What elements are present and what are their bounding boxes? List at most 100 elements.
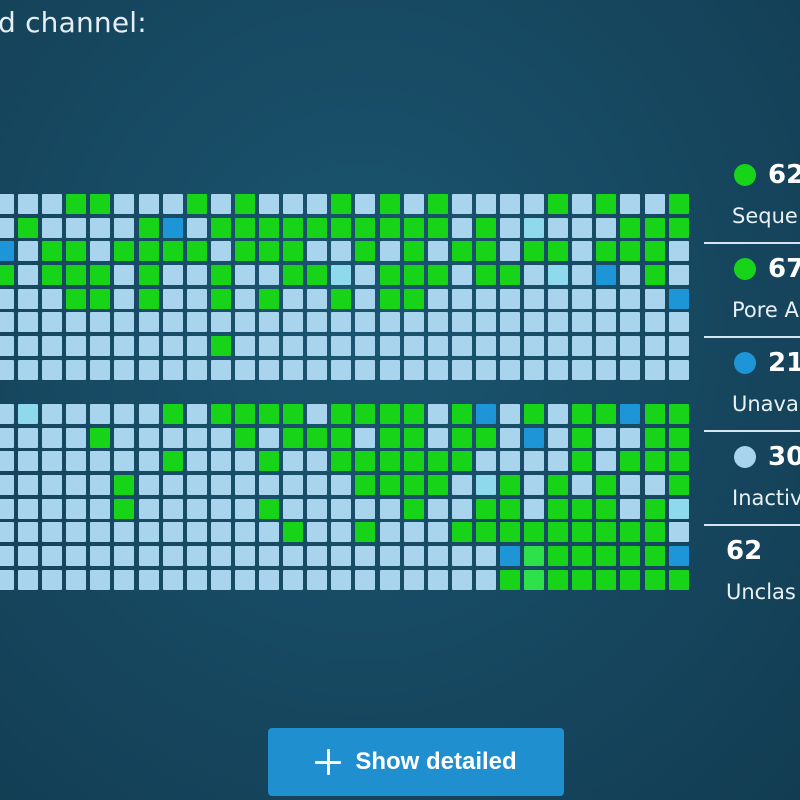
channel-cell[interactable]: [90, 475, 111, 496]
channel-cell[interactable]: [210, 194, 231, 214]
channel-cell[interactable]: [90, 451, 111, 472]
channel-cell[interactable]: [548, 265, 569, 286]
channel-cell[interactable]: [283, 194, 304, 214]
channel-cell[interactable]: [475, 546, 496, 567]
channel-cell[interactable]: [668, 312, 689, 333]
channel-cell[interactable]: [283, 475, 304, 496]
channel-cell[interactable]: [18, 288, 39, 309]
channel-cell[interactable]: [186, 312, 207, 333]
channel-cell[interactable]: [403, 359, 424, 380]
channel-cell[interactable]: [427, 404, 448, 424]
channel-cell[interactable]: [0, 288, 14, 309]
channel-cell[interactable]: [283, 546, 304, 567]
channel-cell[interactable]: [66, 336, 87, 357]
channel-cell[interactable]: [596, 546, 617, 567]
channel-cell[interactable]: [259, 312, 280, 333]
channel-cell[interactable]: [403, 404, 424, 424]
channel-cell[interactable]: [499, 241, 520, 262]
channel-cell[interactable]: [644, 427, 665, 448]
channel-cell[interactable]: [307, 336, 328, 357]
channel-cell[interactable]: [644, 336, 665, 357]
channel-cell[interactable]: [524, 569, 545, 590]
channel-cell[interactable]: [379, 546, 400, 567]
channel-cell[interactable]: [620, 475, 641, 496]
channel-cell[interactable]: [18, 312, 39, 333]
channel-cell[interactable]: [138, 217, 159, 238]
channel-cell[interactable]: [162, 359, 183, 380]
channel-cell[interactable]: [475, 194, 496, 214]
channel-cell[interactable]: [114, 498, 135, 519]
channel-cell[interactable]: [42, 522, 63, 543]
channel-cell[interactable]: [620, 522, 641, 543]
channel-cell[interactable]: [596, 336, 617, 357]
channel-cell[interactable]: [234, 312, 255, 333]
channel-cell[interactable]: [307, 217, 328, 238]
channel-cell[interactable]: [620, 546, 641, 567]
channel-cell[interactable]: [0, 498, 14, 519]
channel-cell[interactable]: [186, 404, 207, 424]
channel-cell[interactable]: [668, 404, 689, 424]
channel-cell[interactable]: [644, 288, 665, 309]
channel-cell[interactable]: [18, 194, 39, 214]
channel-cell[interactable]: [524, 312, 545, 333]
channel-cell[interactable]: [114, 194, 135, 214]
channel-cell[interactable]: [499, 217, 520, 238]
channel-cell[interactable]: [572, 359, 593, 380]
channel-cell[interactable]: [596, 427, 617, 448]
channel-cell[interactable]: [572, 404, 593, 424]
channel-cell[interactable]: [162, 546, 183, 567]
channel-cell[interactable]: [162, 522, 183, 543]
channel-cell[interactable]: [186, 569, 207, 590]
channel-cell[interactable]: [475, 498, 496, 519]
channel-cell[interactable]: [644, 241, 665, 262]
channel-cell[interactable]: [162, 475, 183, 496]
channel-cell[interactable]: [90, 569, 111, 590]
channel-cell[interactable]: [66, 194, 87, 214]
channel-cell[interactable]: [18, 359, 39, 380]
channel-cell[interactable]: [548, 451, 569, 472]
channel-cell[interactable]: [403, 569, 424, 590]
channel-cell[interactable]: [0, 359, 14, 380]
channel-cell[interactable]: [162, 404, 183, 424]
channel-cell[interactable]: [572, 241, 593, 262]
channel-cell[interactable]: [379, 475, 400, 496]
channel-cell[interactable]: [451, 359, 472, 380]
channel-cell[interactable]: [18, 404, 39, 424]
channel-cell[interactable]: [451, 217, 472, 238]
channel-cell[interactable]: [162, 336, 183, 357]
channel-cell[interactable]: [186, 546, 207, 567]
channel-cell[interactable]: [644, 265, 665, 286]
channel-cell[interactable]: [162, 312, 183, 333]
channel-cell[interactable]: [210, 451, 231, 472]
channel-cell[interactable]: [90, 404, 111, 424]
channel-cell[interactable]: [403, 451, 424, 472]
channel-cell[interactable]: [620, 241, 641, 262]
channel-cell[interactable]: [620, 288, 641, 309]
channel-cell[interactable]: [644, 451, 665, 472]
channel-cell[interactable]: [572, 265, 593, 286]
channel-cell[interactable]: [234, 569, 255, 590]
channel-cell[interactable]: [114, 217, 135, 238]
channel-cell[interactable]: [475, 451, 496, 472]
channel-cell[interactable]: [331, 265, 352, 286]
channel-cell[interactable]: [42, 359, 63, 380]
channel-cell[interactable]: [307, 404, 328, 424]
channel-cell[interactable]: [18, 217, 39, 238]
channel-cell[interactable]: [524, 522, 545, 543]
channel-cell[interactable]: [355, 359, 376, 380]
channel-cell[interactable]: [524, 404, 545, 424]
channel-cell[interactable]: [0, 569, 14, 590]
channel-cell[interactable]: [596, 522, 617, 543]
channel-cell[interactable]: [234, 217, 255, 238]
channel-cell[interactable]: [379, 312, 400, 333]
channel-cell[interactable]: [90, 241, 111, 262]
channel-cell[interactable]: [259, 265, 280, 286]
channel-cell[interactable]: [114, 404, 135, 424]
channel-cell[interactable]: [427, 265, 448, 286]
channel-cell[interactable]: [186, 498, 207, 519]
channel-cell[interactable]: [427, 522, 448, 543]
channel-cell[interactable]: [620, 265, 641, 286]
channel-cell[interactable]: [259, 522, 280, 543]
channel-cell[interactable]: [42, 194, 63, 214]
channel-cell[interactable]: [90, 546, 111, 567]
